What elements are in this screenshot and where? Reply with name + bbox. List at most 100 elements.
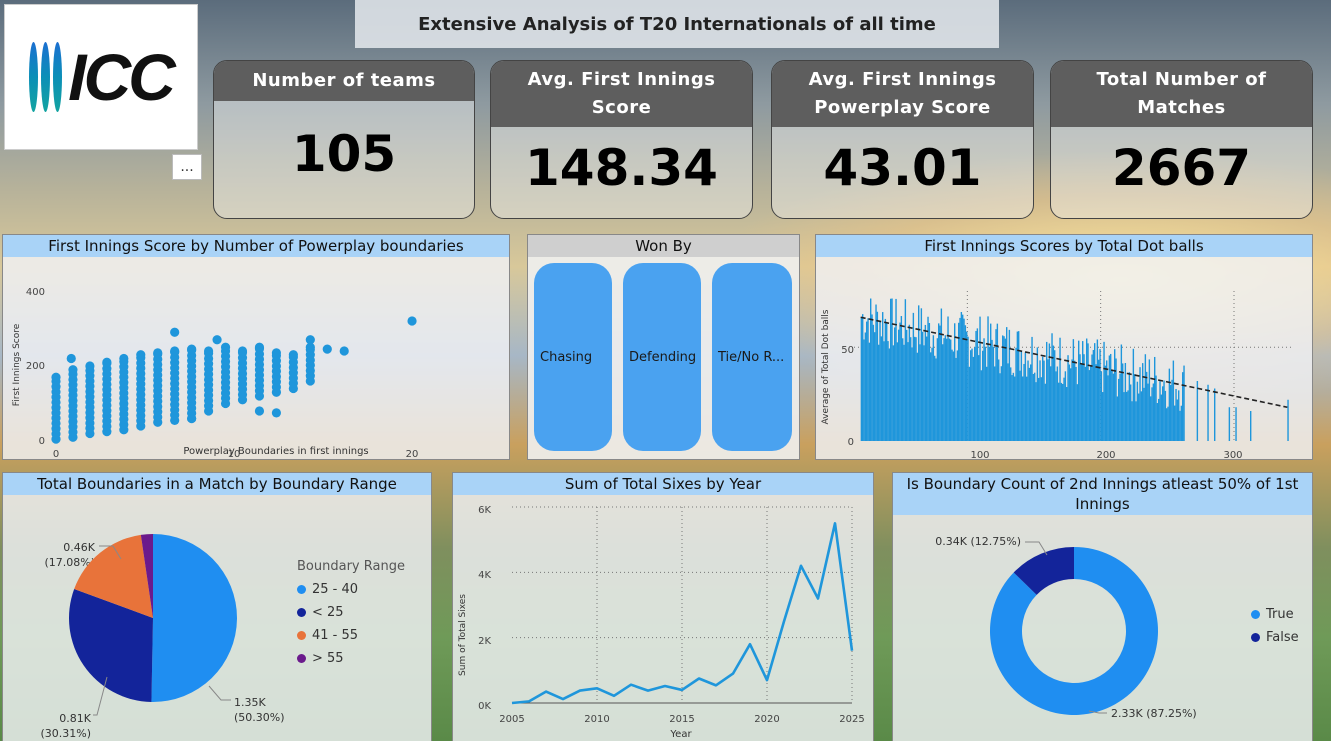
- scatter-point: [212, 335, 222, 345]
- dotball-bar: [1106, 360, 1108, 441]
- dotball-bar: [1114, 349, 1116, 441]
- dotball-bar: [1098, 359, 1100, 441]
- dotball-bar: [1051, 333, 1053, 441]
- dotball-bar: [1107, 375, 1109, 441]
- dotballs-chart[interactable]: Average of Total Dot balls First Innings…: [816, 257, 1312, 477]
- icc-logo-mark: [29, 42, 63, 112]
- legend-item[interactable]: < 25: [297, 605, 405, 620]
- dotball-bar: [928, 322, 931, 441]
- legend-item[interactable]: 25 - 40: [297, 582, 405, 597]
- dotball-bar: [938, 323, 940, 441]
- dotball-bar: [890, 298, 892, 441]
- dotball-bar: [875, 304, 877, 441]
- dotball-bar: [868, 342, 871, 441]
- dotball-bar: [1155, 375, 1157, 441]
- dotball-bar: [1170, 384, 1172, 441]
- dotball-bar: [1118, 378, 1120, 441]
- dotball-bar: [1166, 408, 1168, 441]
- leader-line: [208, 685, 231, 701]
- dotball-bar: [1235, 407, 1237, 441]
- dotball-bar: [1174, 405, 1176, 441]
- donut-title: Is Boundary Count of 2nd Innings atleast…: [893, 473, 1312, 515]
- dotball-bar: [1100, 371, 1103, 441]
- leader-line: [93, 676, 108, 716]
- dotball-bar: [1087, 343, 1089, 441]
- x-tick-label: 2015: [669, 714, 694, 725]
- won-by-defending-button[interactable]: Defending: [623, 263, 701, 451]
- won-by-chasing-button[interactable]: Chasing: [534, 263, 612, 451]
- dotball-bar: [1102, 392, 1104, 441]
- y-tick-label: 4K: [478, 570, 491, 581]
- pie-data-label: 1.35K: [234, 696, 266, 709]
- legend-dot-icon: [297, 585, 306, 594]
- dotball-bar: [954, 323, 956, 441]
- dotball-bar: [912, 312, 915, 441]
- dotball-bar: [1092, 350, 1095, 441]
- dotball-bar: [999, 373, 1001, 441]
- dotball-bar: [939, 325, 941, 441]
- dotball-bar: [1016, 331, 1019, 441]
- dotball-bar: [964, 325, 967, 441]
- dotball-bar: [898, 329, 900, 441]
- dotball-bar: [935, 358, 937, 441]
- dotball-bar: [878, 344, 880, 441]
- dotball-bar: [895, 298, 897, 441]
- dotball-bar: [987, 316, 989, 441]
- donut-panel[interactable]: Is Boundary Count of 2nd Innings atleast…: [892, 472, 1313, 741]
- dotball-bar: [1156, 403, 1159, 441]
- trend-line: [860, 316, 1288, 409]
- dotball-bar: [1066, 387, 1068, 441]
- dotball-bar: [862, 314, 864, 441]
- scatter-point: [136, 350, 146, 360]
- scatter-panel[interactable]: First Innings Score by Number of Powerpl…: [2, 234, 510, 460]
- more-options-button[interactable]: ...: [172, 154, 202, 180]
- dotball-bar: [915, 337, 917, 441]
- legend-item[interactable]: 41 - 55: [297, 628, 405, 643]
- dotball-bar: [960, 311, 963, 441]
- dotball-bar: [1147, 383, 1149, 441]
- donut-chart[interactable]: 0.34K (12.75%) 2.33K (87.25%): [893, 515, 1312, 741]
- dotballs-panel[interactable]: First Innings Scores by Total Dot balls …: [815, 234, 1313, 477]
- legend-item[interactable]: True: [1251, 607, 1299, 622]
- dotball-bar: [1135, 401, 1137, 441]
- pie-chart[interactable]: 0.46K (17.08%) 1.35K (50.30%) 0.81K (30.…: [3, 495, 293, 741]
- dotball-bar: [1126, 391, 1128, 441]
- dotball-bar: [1132, 348, 1135, 441]
- legend-item[interactable]: > 55: [297, 651, 405, 666]
- dotball-bar: [1046, 341, 1048, 441]
- scatter-point: [153, 348, 163, 358]
- x-tick-label: 300: [1223, 450, 1242, 459]
- scatter-chart[interactable]: First Innings Score Powerplay Boundaries…: [3, 257, 509, 460]
- sixes-panel[interactable]: Sum of Total Sixes by Year Sum of Total …: [452, 472, 874, 741]
- won-by-tie-button[interactable]: Tie/No R...: [712, 263, 792, 451]
- dotball-bar: [1058, 382, 1060, 441]
- kpi-value: 105: [291, 125, 397, 183]
- dotball-bar: [1111, 369, 1113, 441]
- dotball-bar: [1207, 384, 1209, 441]
- leader-line: [1025, 541, 1048, 556]
- x-tick-label: 200: [1096, 450, 1115, 459]
- y-axis-label: Average of Total Dot balls: [821, 309, 831, 424]
- kpi-card-avg-score: Avg. First Innings Score 148.34: [490, 60, 753, 219]
- kpi-value: 148.34: [525, 139, 718, 197]
- dotball-bar: [1034, 372, 1036, 441]
- dotball-bar: [936, 338, 939, 441]
- dotball-bar: [1182, 372, 1184, 441]
- dotball-bar: [919, 344, 921, 441]
- scatter-point: [85, 361, 95, 371]
- dotball-bar: [1023, 363, 1025, 441]
- pie-panel[interactable]: Total Boundaries in a Match by Boundary …: [2, 472, 432, 741]
- legend-item[interactable]: False: [1251, 630, 1299, 645]
- dotball-bar: [990, 323, 992, 441]
- dotball-bar: [1134, 374, 1136, 441]
- dotball-bar: [1163, 380, 1165, 441]
- x-tick-label: 0: [53, 449, 59, 459]
- won-by-panel: Won By Chasing Defending Tie/No R...: [527, 234, 800, 460]
- scatter-point: [407, 316, 417, 326]
- dotball-bar: [943, 338, 945, 441]
- dotball-bar: [1032, 373, 1035, 441]
- dotball-bar: [934, 355, 936, 441]
- dotball-bar: [876, 311, 879, 441]
- dotball-bar: [916, 352, 919, 441]
- sixes-chart[interactable]: Sum of Total Sixes Year 6K 4K 2K 0K 2005…: [453, 495, 873, 741]
